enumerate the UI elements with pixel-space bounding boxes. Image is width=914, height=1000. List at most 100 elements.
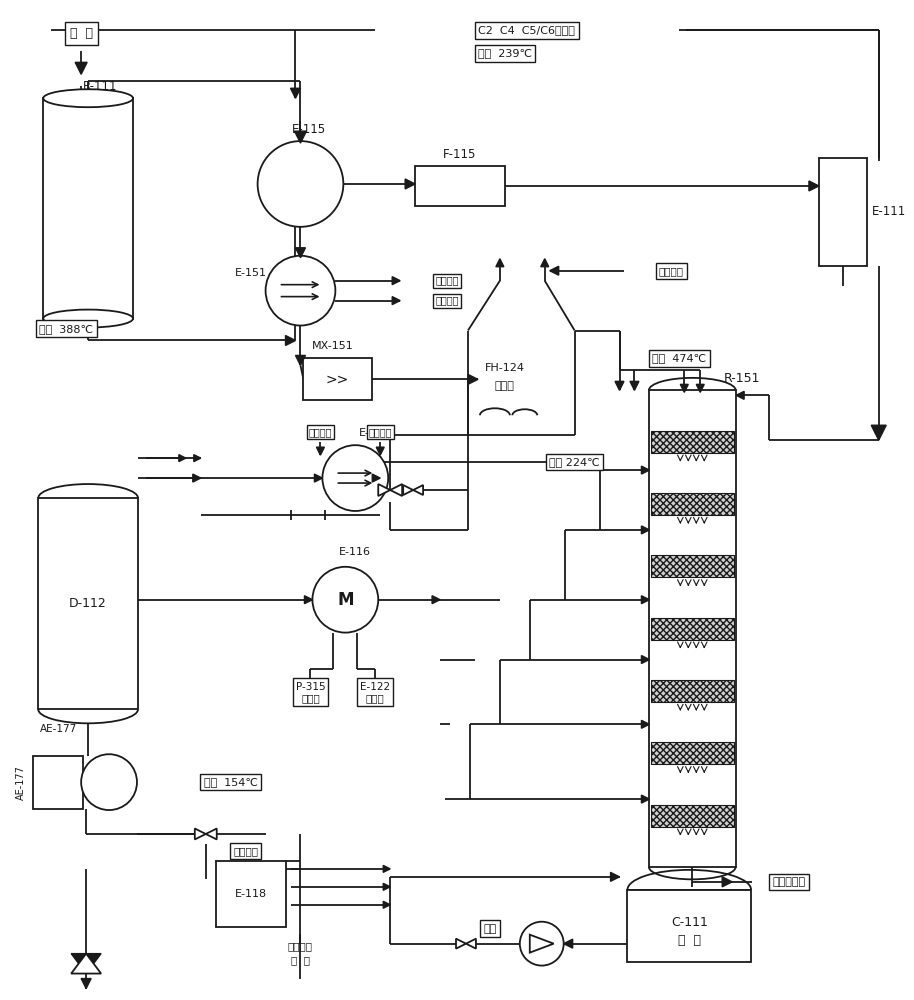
Circle shape — [266, 256, 335, 326]
Polygon shape — [383, 883, 390, 890]
Polygon shape — [193, 474, 201, 482]
Bar — [652, 618, 734, 640]
Polygon shape — [194, 455, 201, 462]
Text: D-112: D-112 — [69, 597, 107, 610]
Bar — [652, 742, 734, 764]
Polygon shape — [642, 720, 650, 728]
Bar — [33, 756, 83, 809]
Polygon shape — [285, 336, 295, 345]
Text: 气相  388℃: 气相 388℃ — [39, 324, 93, 334]
Polygon shape — [549, 266, 558, 275]
Text: E-118: E-118 — [235, 889, 267, 899]
Text: R-111: R-111 — [83, 80, 117, 93]
Text: 液相  154℃: 液相 154℃ — [204, 777, 258, 787]
Polygon shape — [736, 391, 744, 399]
Polygon shape — [642, 795, 650, 803]
Polygon shape — [405, 179, 415, 189]
Polygon shape — [179, 455, 186, 462]
Polygon shape — [378, 484, 390, 496]
Bar — [216, 861, 285, 927]
Text: 工艺蕋汽: 工艺蕋汽 — [288, 942, 313, 952]
Text: 加热炉: 加热炉 — [494, 381, 515, 391]
Ellipse shape — [43, 310, 133, 328]
Text: 高压凝液: 高压凝液 — [368, 427, 392, 437]
Text: P-315
工艺水: P-315 工艺水 — [295, 682, 325, 703]
Text: 气  气: 气 气 — [291, 956, 310, 966]
Polygon shape — [591, 458, 600, 466]
Bar — [819, 158, 866, 266]
Polygon shape — [206, 828, 217, 839]
Polygon shape — [630, 381, 639, 390]
Bar — [415, 166, 505, 206]
Polygon shape — [390, 484, 402, 496]
Polygon shape — [413, 485, 423, 495]
Polygon shape — [496, 259, 504, 267]
Polygon shape — [456, 939, 466, 949]
Circle shape — [520, 922, 564, 966]
Polygon shape — [403, 485, 413, 495]
Bar — [652, 680, 734, 702]
Text: 高压蕋汽: 高压蕋汽 — [309, 427, 332, 437]
Polygon shape — [392, 297, 400, 305]
Bar — [43, 98, 133, 319]
Polygon shape — [809, 181, 819, 191]
Text: F-115: F-115 — [443, 148, 477, 161]
Bar — [303, 358, 372, 400]
Text: 甲  醇: 甲 醇 — [69, 27, 92, 40]
Text: E-116: E-116 — [339, 547, 371, 557]
Circle shape — [313, 567, 378, 633]
Text: 液相: 液相 — [484, 924, 496, 934]
Circle shape — [258, 141, 344, 227]
Polygon shape — [377, 447, 384, 455]
Text: >>: >> — [325, 372, 349, 386]
Polygon shape — [432, 596, 440, 604]
Polygon shape — [642, 656, 650, 664]
Text: 杂  醇: 杂 醇 — [678, 934, 701, 947]
Polygon shape — [564, 939, 573, 948]
Text: E-151: E-151 — [235, 268, 267, 278]
Text: E-151: E-151 — [359, 428, 391, 438]
Text: 工艺蕋汽: 工艺蕋汽 — [659, 266, 684, 276]
Polygon shape — [468, 374, 478, 384]
Text: AE-177: AE-177 — [16, 765, 27, 800]
Circle shape — [323, 445, 388, 511]
Ellipse shape — [43, 89, 133, 107]
Polygon shape — [75, 62, 87, 74]
Bar — [652, 431, 734, 453]
Text: 气相  239℃: 气相 239℃ — [478, 48, 532, 58]
Polygon shape — [316, 447, 324, 455]
Polygon shape — [295, 248, 305, 258]
Polygon shape — [642, 596, 650, 604]
Bar — [628, 890, 751, 962]
Polygon shape — [71, 954, 101, 974]
Text: C-111: C-111 — [671, 916, 707, 929]
Polygon shape — [722, 877, 732, 887]
Polygon shape — [81, 979, 91, 989]
Text: E-115: E-115 — [292, 123, 325, 136]
Polygon shape — [195, 828, 206, 839]
Polygon shape — [466, 939, 476, 949]
Polygon shape — [314, 474, 323, 482]
Polygon shape — [615, 381, 624, 390]
Text: FH-124: FH-124 — [484, 363, 525, 373]
Text: 高压凝液: 高压凝液 — [435, 296, 459, 306]
Polygon shape — [696, 384, 705, 392]
Polygon shape — [71, 954, 101, 974]
Polygon shape — [871, 425, 887, 440]
Polygon shape — [372, 474, 380, 482]
Polygon shape — [530, 935, 554, 953]
Text: MX-151: MX-151 — [312, 341, 353, 351]
Polygon shape — [383, 901, 390, 908]
Bar — [38, 498, 138, 709]
Text: C2  C4  C5/C6循环缎: C2 C4 C5/C6循环缎 — [478, 25, 575, 35]
Text: E-122
工艺水: E-122 工艺水 — [360, 682, 390, 703]
Bar — [652, 805, 734, 827]
Polygon shape — [642, 526, 650, 534]
Polygon shape — [294, 131, 306, 143]
Text: 气相 224℃: 气相 224℃ — [549, 457, 600, 467]
Text: 去分离系统: 去分离系统 — [772, 877, 805, 887]
Text: M: M — [337, 591, 354, 609]
Polygon shape — [680, 384, 688, 392]
Text: 气相  474℃: 气相 474℃ — [653, 353, 707, 363]
Bar — [652, 493, 734, 515]
